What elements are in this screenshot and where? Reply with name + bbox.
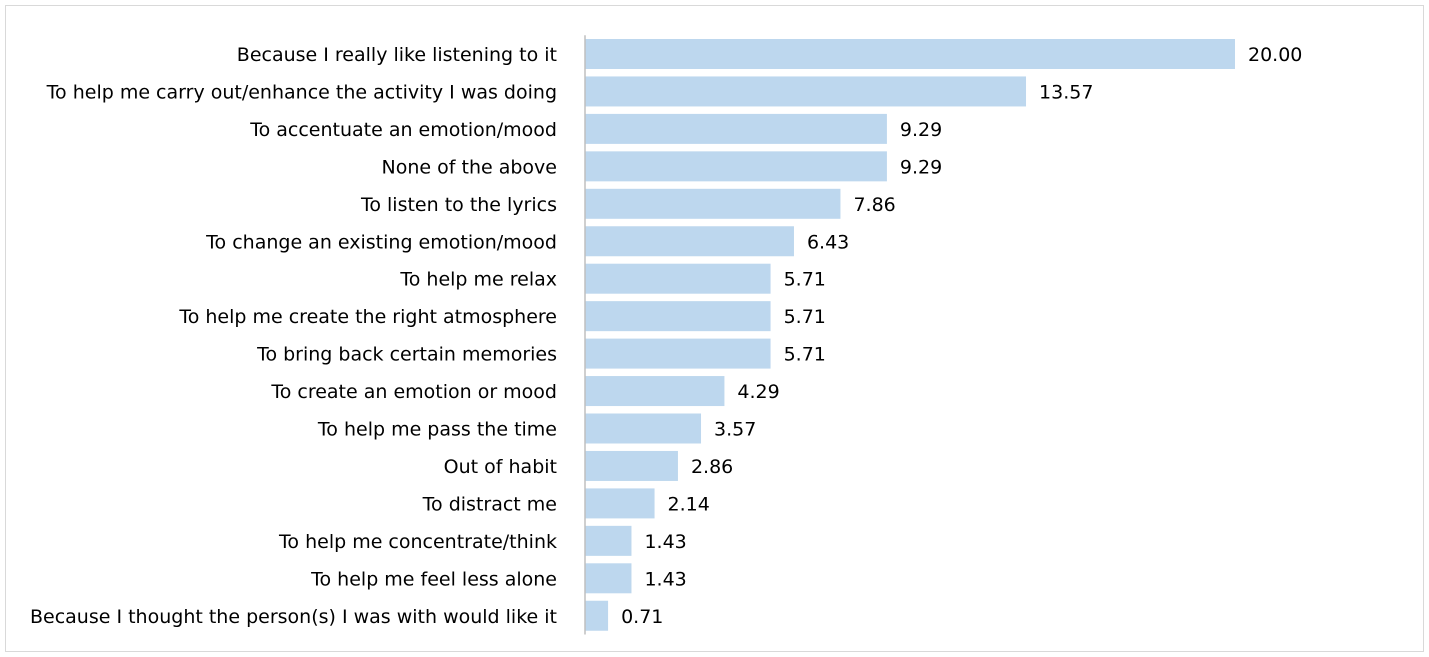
- category-label: To distract me: [422, 493, 557, 515]
- bar: [585, 525, 632, 556]
- value-label: 0.71: [621, 606, 663, 628]
- category-label: To help me concentrate/think: [278, 531, 557, 553]
- category-label: To help me carry out/enhance the activit…: [46, 81, 557, 103]
- category-label: Because I thought the person(s) I was wi…: [30, 606, 557, 628]
- value-labels: 20.0013.579.299.297.866.435.715.715.714.…: [621, 44, 1302, 628]
- category-label: To help me pass the time: [317, 419, 557, 441]
- value-label: 2.14: [668, 493, 710, 515]
- bar: [585, 338, 771, 369]
- category-label: Because I really like listening to it: [237, 44, 557, 66]
- bar: [585, 600, 609, 631]
- bar: [585, 488, 655, 519]
- bar: [585, 151, 887, 182]
- category-label: To accentuate an emotion/mood: [249, 119, 557, 141]
- value-label: 5.71: [784, 306, 826, 328]
- bar: [585, 413, 702, 444]
- value-label: 5.71: [784, 344, 826, 366]
- category-label: To help me relax: [399, 269, 557, 291]
- category-label: To change an existing emotion/mood: [205, 231, 557, 253]
- bar: [585, 226, 794, 257]
- bar: [585, 76, 1027, 107]
- bar: [585, 188, 841, 219]
- value-label: 5.71: [784, 269, 826, 291]
- bar: [585, 376, 725, 407]
- category-labels: Because I really like listening to it To …: [30, 44, 557, 628]
- category-label: To create an emotion or mood: [270, 381, 557, 403]
- value-label: 13.57: [1039, 81, 1093, 103]
- value-label: 7.86: [853, 194, 895, 216]
- value-label: 2.86: [691, 456, 733, 478]
- bar: [585, 113, 887, 144]
- bar: [585, 563, 632, 594]
- category-label: To help me create the right atmosphere: [178, 306, 557, 328]
- value-label: 20.00: [1248, 44, 1302, 66]
- bars-layer: [585, 39, 1235, 631]
- value-label: 9.29: [900, 156, 942, 178]
- category-label: To help me feel less alone: [310, 568, 557, 590]
- bar: [585, 301, 771, 332]
- bar: [585, 263, 771, 294]
- value-label: 6.43: [807, 231, 849, 253]
- value-label: 4.29: [737, 381, 779, 403]
- category-label: To listen to the lyrics: [360, 194, 557, 216]
- value-label: 1.43: [644, 568, 686, 590]
- category-label: To bring back certain memories: [256, 344, 557, 366]
- category-label: Out of habit: [444, 456, 557, 478]
- bar: [585, 450, 678, 481]
- category-label: None of the above: [382, 156, 557, 178]
- value-label: 3.57: [714, 419, 756, 441]
- bar: [585, 39, 1235, 69]
- value-label: 9.29: [900, 119, 942, 141]
- value-label: 1.43: [644, 531, 686, 553]
